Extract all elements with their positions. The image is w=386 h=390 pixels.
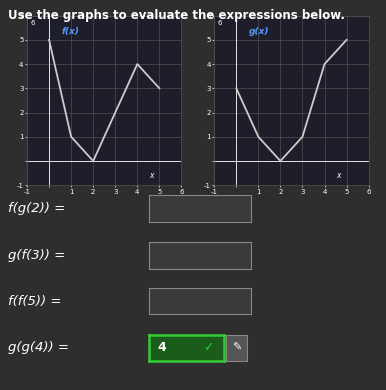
Text: f(x): f(x) bbox=[61, 27, 79, 36]
Text: g(f(3)) =: g(f(3)) = bbox=[8, 249, 65, 262]
Text: ✓: ✓ bbox=[203, 341, 213, 355]
Text: x: x bbox=[149, 172, 154, 181]
Text: 6: 6 bbox=[30, 20, 35, 26]
Text: g(x): g(x) bbox=[249, 27, 269, 36]
Text: f(g(2)) =: f(g(2)) = bbox=[8, 202, 65, 215]
Text: ✎: ✎ bbox=[232, 343, 241, 353]
Text: 6: 6 bbox=[218, 20, 222, 26]
Text: g(g(4)) =: g(g(4)) = bbox=[8, 341, 69, 355]
Text: f(f(5)) =: f(f(5)) = bbox=[8, 294, 61, 308]
Text: 4: 4 bbox=[157, 341, 166, 355]
Text: x: x bbox=[337, 172, 341, 181]
Text: Use the graphs to evaluate the expressions below.: Use the graphs to evaluate the expressio… bbox=[8, 9, 345, 21]
